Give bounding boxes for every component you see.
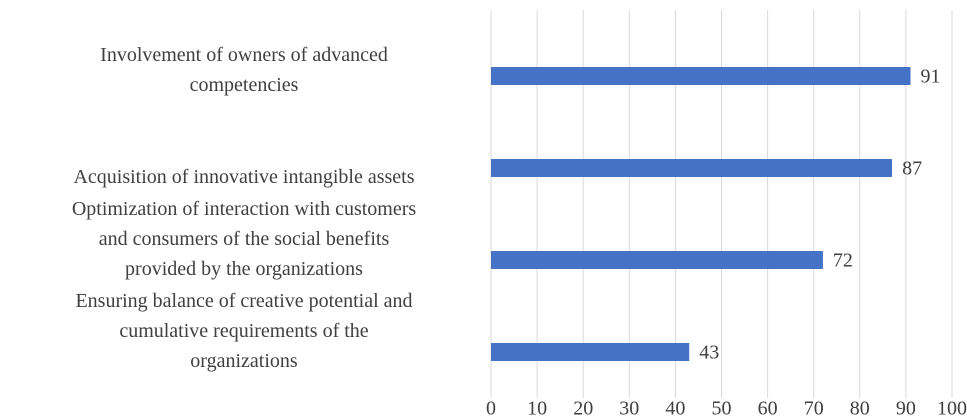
bar bbox=[491, 343, 690, 361]
data-label: 91 bbox=[921, 66, 941, 88]
x-tick-label: 10 bbox=[527, 398, 547, 419]
x-tick-label: 80 bbox=[850, 398, 870, 419]
category-label: Acquisition of innovative intangible ass… bbox=[73, 166, 415, 188]
category-label: Involvement of owners of advanced compet… bbox=[100, 44, 388, 96]
x-tick-label: 60 bbox=[758, 398, 778, 419]
x-tick-label: 30 bbox=[619, 398, 639, 419]
bar bbox=[491, 67, 911, 85]
x-tick-label: 20 bbox=[573, 398, 593, 419]
category-label: Ensuring balance of creative potential a… bbox=[75, 290, 413, 372]
x-tick-label: 90 bbox=[896, 398, 916, 419]
bar bbox=[491, 251, 823, 269]
x-tick-label: 50 bbox=[712, 398, 732, 419]
data-label: 72 bbox=[833, 250, 853, 272]
x-tick-label: 70 bbox=[804, 398, 824, 419]
x-tick-label: 0 bbox=[486, 398, 496, 419]
x-tick-label: 100 bbox=[937, 398, 967, 419]
data-label: 43 bbox=[699, 342, 719, 364]
x-tick-label: 40 bbox=[665, 398, 685, 419]
data-label: 87 bbox=[902, 158, 922, 180]
bar bbox=[491, 159, 893, 177]
category-label: Optimization of interaction with custome… bbox=[71, 198, 417, 280]
